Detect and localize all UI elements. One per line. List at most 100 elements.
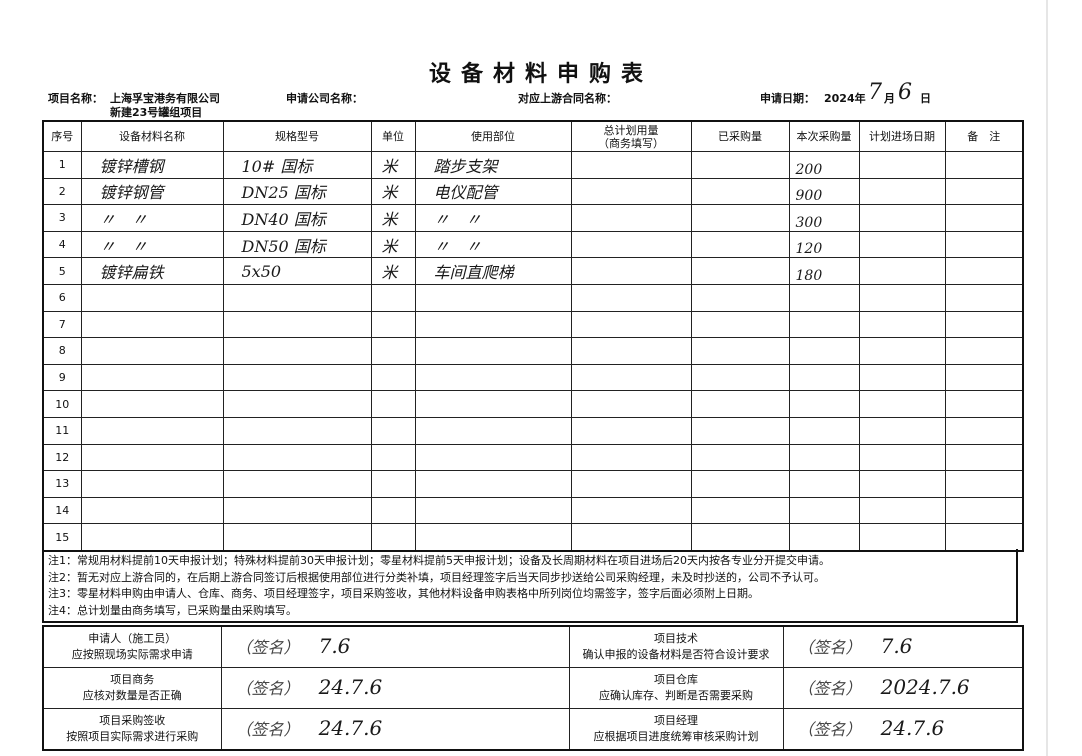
cell-date [858, 390, 946, 418]
signature-field[interactable]: （签名） 24.7.6 [220, 708, 570, 751]
signature-mark: （签名） [235, 638, 300, 657]
cell-name [80, 496, 224, 525]
cell-no: 9 [42, 363, 82, 392]
cell-unit [370, 390, 416, 418]
cell-date [858, 151, 946, 179]
signature-row: 项目商务 应核对数量是否正确 （签名） 24.7.6 项目仓库 应确认库存、判断是否需要… [42, 667, 1024, 709]
cell-unit [370, 470, 416, 498]
signature-field[interactable]: （签名） 7.6 [220, 625, 570, 668]
cell-name [80, 337, 224, 365]
date-year: 2024年 [824, 92, 866, 105]
cell-qty: 300 [788, 204, 860, 232]
cell-date [858, 204, 946, 232]
role-title: 申请人（施工员） [88, 632, 177, 645]
cell-remark [944, 177, 1024, 206]
role-title: 项目技术 [654, 632, 698, 645]
cell-spec [222, 496, 372, 525]
date-month-unit: 月 [884, 92, 895, 105]
cell-qty [788, 416, 860, 445]
cell-spec [222, 310, 372, 339]
signature-role: 项目采购签收 按照项目实际需求进行采购 [42, 708, 222, 751]
cell-qty [788, 390, 860, 418]
project-name-line2: 新建23号罐组项目 [110, 106, 203, 119]
role-title: 项目商务 [110, 673, 155, 686]
cell-remark [944, 443, 1024, 472]
cell-location: 车间直爬梯 [414, 257, 572, 285]
table-row: 8 [42, 337, 1024, 365]
cell-no: 5 [42, 257, 82, 285]
role-title: 项目采购签收 [99, 714, 166, 727]
cell-no: 6 [42, 283, 82, 312]
column-header: 规格型号 [222, 120, 372, 152]
cell-spec: DN25 国标 [222, 177, 372, 206]
cell-remark [944, 390, 1024, 418]
cell-name [80, 523, 224, 552]
table-row: 14 [42, 496, 1024, 525]
signature-mark: （签名） [797, 679, 862, 698]
cell-total [570, 230, 692, 259]
cell-unit [370, 283, 416, 312]
cell-no: 12 [42, 443, 82, 472]
cell-total [570, 283, 692, 312]
cell-spec: DN50 国标 [222, 230, 372, 259]
signature-mark: （签名） [797, 638, 862, 657]
date-label: 申请日期： [760, 92, 815, 105]
role-desc: 确认申报的设备材料是否符合设计要求 [582, 648, 770, 661]
note-2: 注2：暂无对应上游合同的，在后期上游合同签订后根据使用部位进行分类补填，项目经理… [48, 570, 825, 584]
role-desc: 应核对数量是否正确 [82, 689, 182, 702]
cell-total [570, 257, 692, 285]
cell-spec [222, 416, 372, 445]
signature-date: 24.7.6 [318, 716, 383, 740]
cell-no: 8 [42, 337, 82, 365]
contract-label: 对应上游合同名称： [518, 92, 617, 105]
cell-unit [370, 363, 416, 392]
signature-role: 项目技术确认申报的设备材料是否符合设计要求 [568, 625, 784, 668]
column-header: 序号 [42, 120, 82, 152]
table-row: 11 [42, 416, 1024, 445]
column-header: 总计划用量 （商务填写） [570, 120, 692, 152]
cell-purchased [690, 283, 790, 312]
cell-purchased [690, 470, 790, 498]
cell-name [80, 443, 224, 472]
cell-qty: 200 [788, 151, 860, 179]
cell-remark [944, 310, 1024, 339]
cell-no: 15 [42, 523, 82, 552]
cell-location [414, 283, 572, 312]
table-row: 5 镀锌扁铁 5x50 米车间直爬梯 180 [42, 257, 1024, 285]
signature-role: 项目仓库 应确认库存、判断是否需要采购 [568, 667, 784, 709]
cell-date [858, 416, 946, 445]
cell-spec [222, 470, 372, 498]
cell-spec [222, 337, 372, 365]
cell-location [414, 443, 572, 472]
date-month: 7 [868, 80, 882, 105]
signature-field[interactable]: （签名） 7.6 [782, 625, 1024, 668]
cell-qty: 120 [788, 230, 860, 259]
signature-field[interactable]: （签名） 24.7.6 [220, 667, 570, 709]
signature-mark: （签名） [235, 720, 300, 739]
column-header: 计划进场日期 [858, 120, 946, 152]
signature-field[interactable]: （签名） 24.7.6 [782, 708, 1024, 751]
cell-qty: 900 [788, 177, 860, 206]
signature-date: 2024.7.6 [880, 675, 970, 699]
table-row: 9 [42, 363, 1024, 392]
project-label: 项目名称： [48, 92, 103, 105]
role-desc: 应按照现场实际需求申请 [71, 648, 193, 661]
cell-unit: 米 [370, 257, 416, 285]
cell-spec: DN40 国标 [222, 204, 372, 232]
cell-no: 7 [42, 310, 82, 339]
cell-location [414, 416, 572, 445]
table-row: 1 镀锌槽钢 10# 国标米踏步支架 200 [42, 151, 1024, 179]
signature-field[interactable]: （签名） 2024.7.6 [782, 667, 1024, 709]
cell-remark [944, 363, 1024, 392]
signature-date: 7.6 [318, 634, 351, 658]
cell-remark [944, 204, 1024, 232]
cell-spec [222, 523, 372, 552]
cell-purchased [690, 363, 790, 392]
signature-date: 24.7.6 [318, 675, 383, 699]
cell-spec [222, 283, 372, 312]
cell-unit [370, 337, 416, 365]
cell-remark [944, 151, 1024, 179]
cell-name [80, 363, 224, 392]
note-1: 注1：常规用材料提前10天申报计划；特殊材料提前30天申报计划；零星材料提前5天… [48, 554, 830, 567]
cell-total [570, 310, 692, 339]
